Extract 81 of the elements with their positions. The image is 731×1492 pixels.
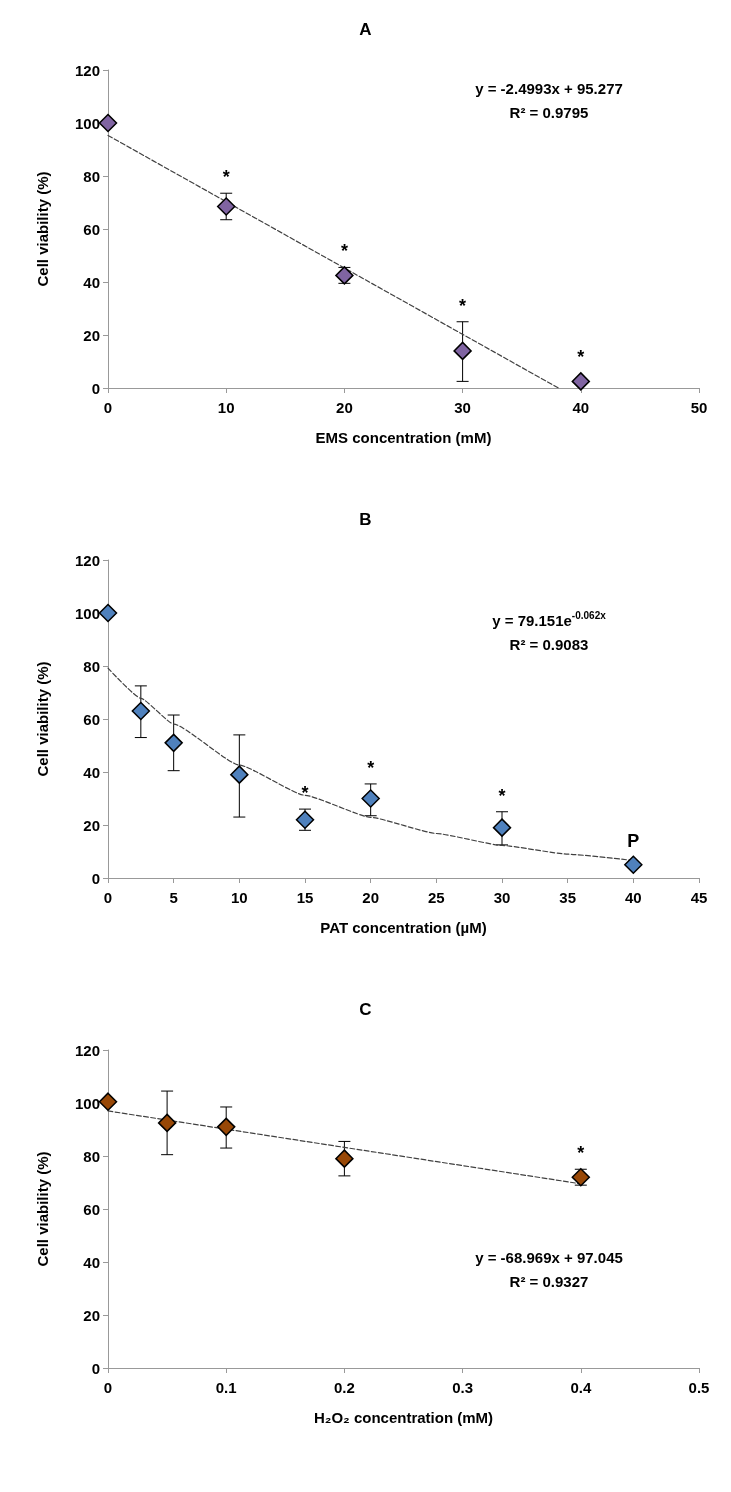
y-tick-label: 0 (91, 379, 100, 397)
data-label: * (222, 167, 230, 188)
y-tick-label: 100 (74, 1094, 100, 1112)
x-tick-label: 0.3 (452, 1379, 474, 1396)
data-label: * (367, 757, 375, 778)
point (230, 765, 249, 784)
y-tick-label: 20 (83, 816, 100, 834)
data-label: * (459, 295, 467, 316)
point (164, 733, 183, 753)
x-tick-label: 0.2 (333, 1379, 355, 1396)
y-tick-label: 120 (74, 551, 100, 569)
y-tick-label: 60 (83, 1200, 100, 1218)
x-tick-label: 0 (103, 399, 113, 416)
y-tick-label: 80 (83, 1147, 100, 1165)
x-tick-label: 25 (427, 889, 445, 906)
point (216, 1117, 236, 1137)
x-tick-label: 0.4 (570, 1379, 592, 1396)
y-tick-label: 0 (91, 1359, 100, 1377)
data-label: * (340, 241, 348, 262)
y-axis-title: Cell viability (%) (34, 171, 51, 287)
chart-title: C (359, 1000, 372, 1019)
point (98, 113, 118, 133)
point (98, 1092, 118, 1111)
y-tick-label: 40 (83, 1253, 100, 1271)
data-label: * (577, 1143, 585, 1164)
y-axis-title: Cell viability (%) (34, 661, 51, 777)
data-label: * (577, 347, 585, 368)
x-tick-label: 40 (572, 399, 590, 416)
annotation: R² = 0.9327 (509, 1272, 589, 1290)
x-tick-label: 0.1 (215, 1379, 237, 1396)
x-tick-label: 30 (493, 889, 511, 906)
x-tick-label: 35 (559, 889, 577, 906)
point (492, 818, 512, 837)
point (624, 855, 643, 874)
x-axis-title: PAT concentration (µM) (320, 919, 487, 936)
y-tick-label: 120 (74, 1041, 100, 1059)
x-tick-label: 20 (362, 889, 380, 906)
point (571, 372, 591, 391)
point (157, 1113, 177, 1133)
point (335, 1149, 354, 1168)
x-tick-label: 30 (454, 399, 471, 416)
x-axis-title: EMS concentration (mM) (315, 429, 492, 446)
point (131, 701, 151, 721)
y-tick-label: 80 (83, 657, 100, 675)
annotation: y = -68.969x + 97.045 (475, 1248, 623, 1266)
chart-title: B (359, 510, 372, 529)
annotation: R² = 0.9083 (509, 635, 589, 653)
y-tick-label: 100 (74, 604, 100, 622)
x-tick-label: 10 (230, 889, 248, 906)
y-tick-label: 20 (83, 1306, 100, 1324)
y-tick-label: 40 (83, 273, 100, 291)
point (98, 603, 118, 623)
x-tick-label: 0 (103, 889, 113, 906)
x-tick-label: 15 (296, 889, 314, 906)
y-tick-label: 80 (83, 167, 100, 185)
x-tick-label: 50 (690, 399, 708, 416)
y-tick-label: 60 (83, 220, 100, 238)
point (453, 341, 472, 361)
data-label: P (627, 830, 640, 851)
x-tick-label: 45 (690, 889, 708, 906)
x-tick-label: 0.5 (688, 1379, 710, 1396)
y-tick-label: 40 (83, 763, 100, 781)
annotation: y = -2.4993x + 95.277 (475, 79, 623, 97)
y-tick-label: 120 (74, 61, 100, 79)
x-tick-label: 10 (217, 399, 235, 416)
x-tick-label: 5 (169, 889, 178, 906)
annotation: R² = 0.9795 (509, 103, 589, 121)
x-tick-label: 0 (103, 1379, 113, 1396)
y-tick-label: 20 (83, 326, 100, 344)
x-axis-title: H₂O₂ concentration (mM) (313, 1409, 494, 1426)
x-tick-label: 20 (336, 399, 353, 416)
chart-title: A (359, 20, 372, 39)
y-axis-title: Cell viability (%) (34, 1151, 51, 1267)
y-tick-label: 0 (91, 869, 100, 887)
y-tick-label: 100 (74, 114, 100, 132)
x-tick-label: 40 (624, 889, 642, 906)
data-label: * (498, 785, 506, 806)
point (361, 789, 380, 808)
data-label: * (301, 783, 309, 804)
y-tick-label: 60 (83, 710, 100, 728)
point (216, 197, 236, 216)
